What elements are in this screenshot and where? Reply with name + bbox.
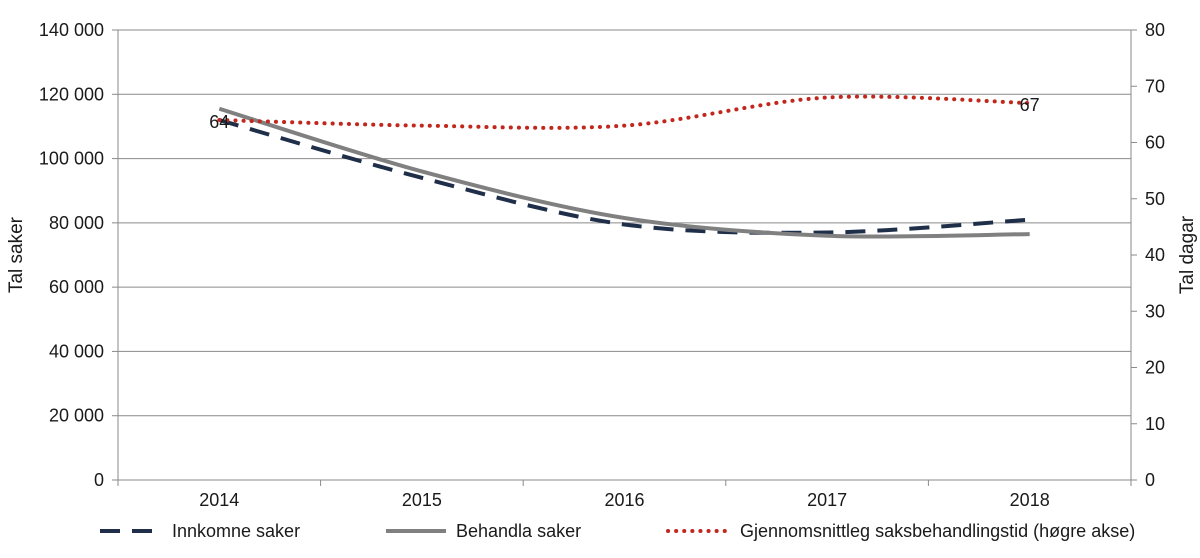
data-label: 67 — [1020, 95, 1040, 115]
y2-tick-label: 80 — [1145, 20, 1165, 40]
x-tick-label: 2018 — [1010, 490, 1050, 510]
legend-label-2: Behandla saker — [456, 521, 581, 541]
y2-tick-label: 0 — [1145, 470, 1155, 490]
y-tick-label: 20 000 — [49, 406, 104, 426]
y-tick-label: 140 000 — [39, 20, 104, 40]
legend-label-1: Innkomne saker — [172, 521, 300, 541]
axes — [112, 29, 1137, 486]
x-tick-label: 2014 — [199, 490, 239, 510]
gridlines — [118, 29, 1131, 417]
y2-tick-label: 20 — [1145, 358, 1165, 378]
x-tick-label: 2017 — [807, 490, 847, 510]
series-line-2 — [218, 106, 1030, 239]
legend-label-3: Gjennomsnittleg saksbehandlingstid (høgr… — [740, 521, 1135, 541]
y2-tick-label: 30 — [1145, 301, 1165, 321]
y2-tick-label: 60 — [1145, 133, 1165, 153]
series-line-3 — [217, 94, 1032, 130]
series-line-1 — [218, 118, 1030, 235]
x-tick-label: 2016 — [604, 490, 644, 510]
y-axis-title: Tal saker — [6, 216, 27, 293]
data-labels: 64 67 — [209, 95, 1039, 132]
y2-tick-label: 40 — [1145, 245, 1165, 265]
y-tick-label: 120 000 — [39, 84, 104, 104]
y-tick-label: 40 000 — [49, 341, 104, 361]
y2-tick-label: 10 — [1145, 414, 1165, 434]
y-tick-label: 100 000 — [39, 149, 104, 169]
legend: Innkomne saker Behandla saker Gjennomsnitt… — [100, 521, 1135, 541]
y-tick-label: 60 000 — [49, 277, 104, 297]
y2-axis-title: Tal dagar — [1177, 215, 1198, 294]
series-lines — [217, 94, 1032, 239]
y2-tick-label: 70 — [1145, 76, 1165, 96]
y-tick-label: 80 000 — [49, 213, 104, 233]
y2-tick-label: 50 — [1145, 189, 1165, 209]
data-label: 64 — [209, 112, 229, 132]
tick-labels: 0 20 000 40 000 60 000 80 000 100 000 120 000 1… — [39, 20, 1165, 510]
x-tick-label: 2015 — [402, 490, 442, 510]
y-tick-label: 0 — [94, 470, 104, 490]
